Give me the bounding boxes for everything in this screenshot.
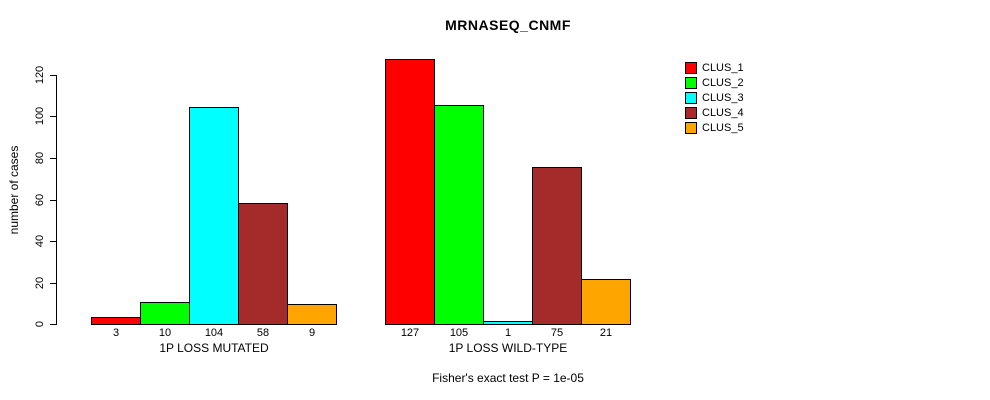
legend-label: CLUS_2 <box>702 77 744 89</box>
y-axis-tick <box>50 241 56 242</box>
bar-clus_1 <box>91 317 141 325</box>
bar-value-label: 105 <box>449 327 469 339</box>
x-group-label-wild-type: 1P LOSS WILD-TYPE <box>448 341 568 355</box>
bar-value-label: 58 <box>256 327 270 339</box>
bar-value-label: 75 <box>550 327 564 339</box>
bar-value-label: 127 <box>400 327 420 339</box>
bar-value-label: 104 <box>204 327 224 339</box>
y-axis-tick-label: 80 <box>34 151 46 165</box>
y-axis-tick-label: 100 <box>34 106 46 126</box>
bar-value-label: 10 <box>158 327 172 339</box>
y-axis-tick <box>50 75 56 76</box>
bar-clus_5 <box>581 279 631 325</box>
bar-clus_4 <box>238 203 288 325</box>
legend-label: CLUS_5 <box>702 122 744 134</box>
y-axis-tick-label: 60 <box>34 193 46 207</box>
legend-swatch-icon <box>685 62 697 74</box>
y-axis-label: number of cases <box>7 145 21 235</box>
legend-swatch-icon <box>685 107 697 119</box>
x-group-label-mutated: 1P LOSS MUTATED <box>159 341 269 355</box>
y-axis-tick-label: 0 <box>34 320 46 328</box>
bar-clus_2 <box>140 302 190 325</box>
bar-clus_2 <box>434 105 484 325</box>
bar-value-label: 3 <box>112 327 120 339</box>
bar-clus_5 <box>287 304 337 325</box>
y-axis-tick <box>50 116 56 117</box>
legend-swatch-icon <box>685 77 697 89</box>
bar-clus_3 <box>483 321 533 325</box>
y-axis-tick <box>50 200 56 201</box>
bar-value-label: 21 <box>599 327 613 339</box>
legend-item: CLUS_5 <box>685 122 744 134</box>
y-axis-tick <box>50 283 56 284</box>
legend: CLUS_1 CLUS_2 CLUS_3 CLUS_4 CLUS_5 <box>685 62 744 137</box>
legend-label: CLUS_3 <box>702 92 744 104</box>
y-axis-tick-label: 20 <box>34 276 46 290</box>
legend-item: CLUS_4 <box>685 107 744 119</box>
y-axis-tick-label: 120 <box>34 65 46 85</box>
chart-title: MRNASEQ_CNMF <box>445 17 571 33</box>
legend-swatch-icon <box>685 92 697 104</box>
y-axis-tick-label: 40 <box>34 234 46 248</box>
y-axis-tick <box>50 324 56 325</box>
legend-swatch-icon <box>685 122 697 134</box>
legend-item: CLUS_1 <box>685 62 744 74</box>
y-axis-tick <box>50 158 56 159</box>
legend-label: CLUS_1 <box>702 62 744 74</box>
bar-clus_1 <box>385 59 435 325</box>
legend-item: CLUS_2 <box>685 77 744 89</box>
y-axis-line <box>56 75 57 325</box>
bar-value-label: 1 <box>504 327 512 339</box>
bar-clus_3 <box>189 107 239 325</box>
fisher-test-annotation: Fisher's exact test P = 1e-05 <box>432 371 584 385</box>
bar-value-label: 9 <box>308 327 316 339</box>
legend-item: CLUS_3 <box>685 92 744 104</box>
bar-clus_4 <box>532 167 582 325</box>
legend-label: CLUS_4 <box>702 107 744 119</box>
